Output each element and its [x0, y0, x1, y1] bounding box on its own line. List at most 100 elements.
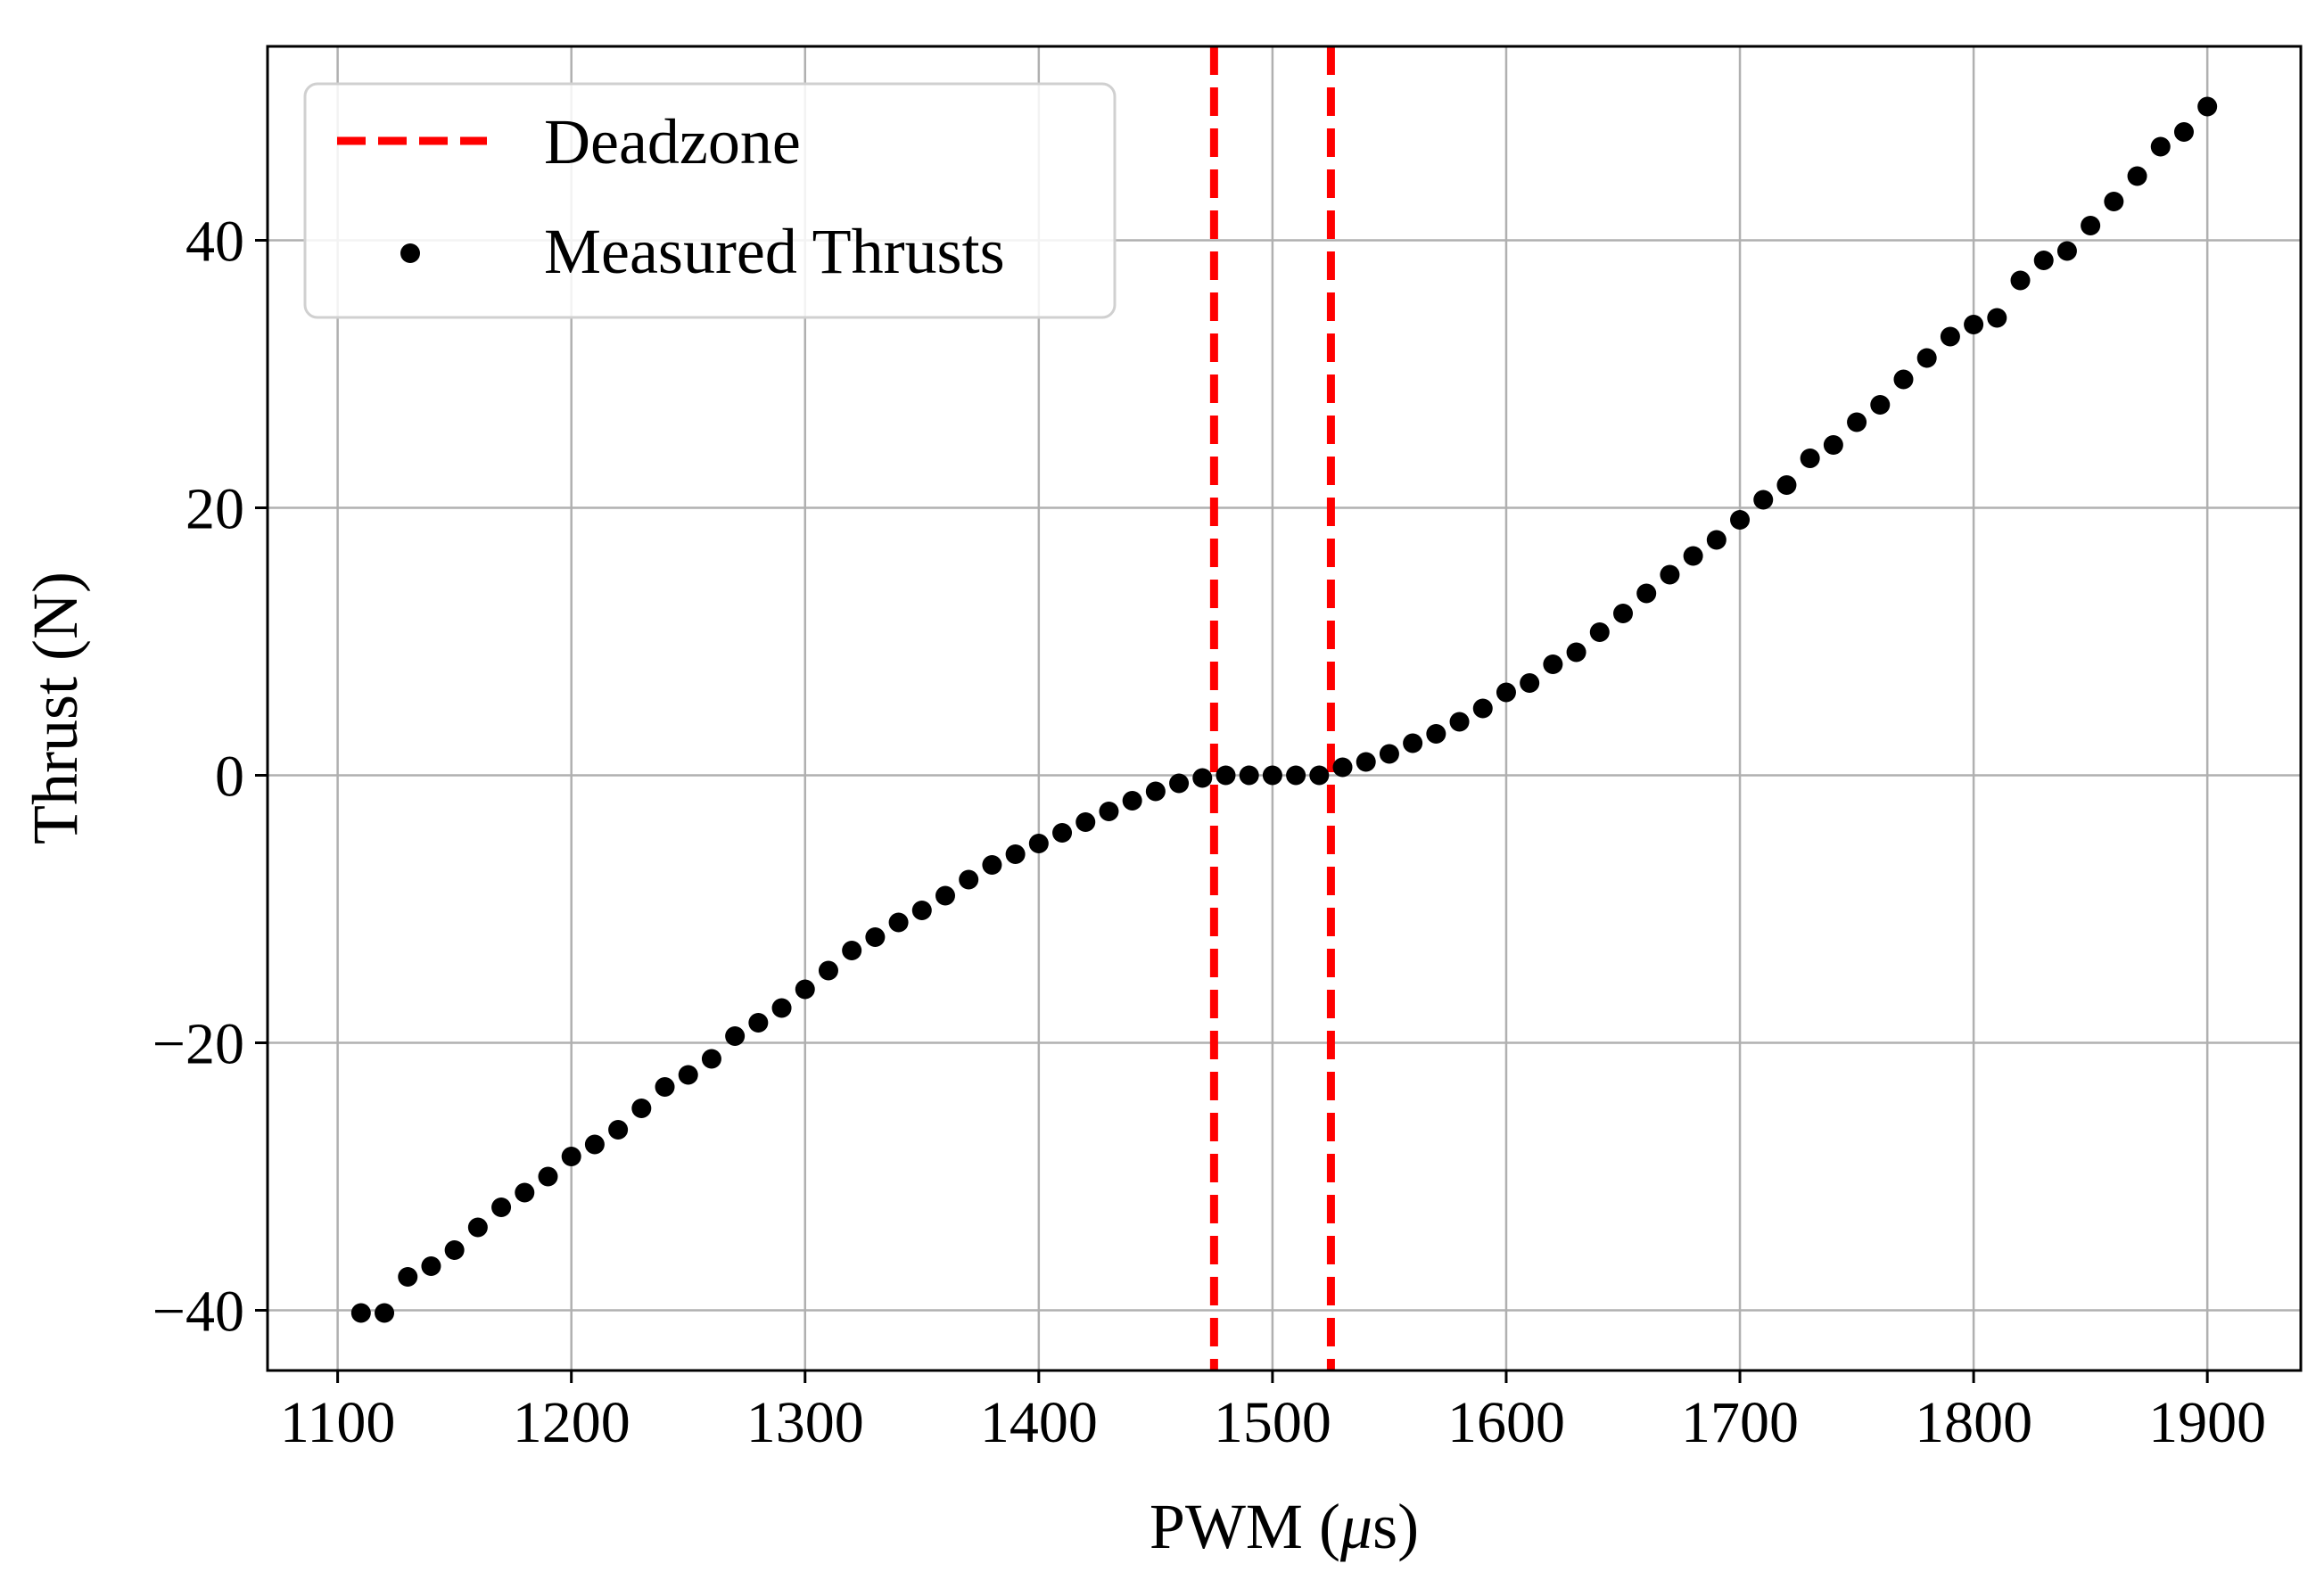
data-point [2173, 122, 2194, 142]
data-point [1800, 449, 1820, 468]
data-point [2150, 136, 2171, 157]
data-point [1309, 765, 1330, 786]
data-point [1356, 752, 1376, 772]
data-point [1449, 712, 1470, 732]
legend-measured-label: Measured Thrusts [544, 216, 1005, 287]
data-point [1332, 757, 1353, 778]
data-point [1496, 682, 1516, 703]
y-axis-ticks: −40 −20 0 20 40 [152, 210, 268, 1345]
y-tick-label: −40 [152, 1280, 244, 1345]
data-point [584, 1134, 605, 1155]
data-point [1099, 802, 1119, 821]
y-axis-label: Thrust (N) [20, 572, 91, 844]
data-point [1379, 744, 1399, 764]
data-point [911, 901, 932, 920]
data-point [1122, 791, 1142, 811]
y-tick-label: 0 [215, 745, 244, 810]
data-point [1286, 765, 1306, 786]
data-point [1472, 698, 1493, 719]
data-point [1589, 622, 1610, 642]
x-tick-label: 1800 [1915, 1390, 2032, 1455]
data-point [1916, 348, 1937, 368]
data-point [2010, 270, 2031, 291]
data-point [375, 1303, 395, 1323]
x-tick-label: 1700 [1681, 1390, 1799, 1455]
data-point [725, 1026, 746, 1046]
data-point [935, 885, 955, 906]
data-point [982, 855, 1002, 875]
data-point [1730, 510, 1751, 530]
x-axis-ticks: 1100 1200 1300 1400 1500 1600 1700 1800 1900 [280, 1370, 2266, 1455]
x-axis-label-prefix: PWM ( [1150, 1491, 1340, 1562]
data-point [795, 979, 815, 1000]
data-point [1052, 823, 1073, 843]
x-tick-label: 1500 [1214, 1390, 1331, 1455]
data-point [444, 1240, 465, 1260]
data-point [467, 1217, 488, 1238]
data-point [748, 1013, 769, 1033]
data-point [421, 1256, 441, 1276]
data-point [491, 1198, 512, 1217]
data-point [1426, 724, 1446, 744]
data-point [678, 1065, 698, 1085]
data-point [1028, 834, 1049, 853]
data-point [1566, 642, 1586, 663]
data-point [2197, 96, 2218, 117]
data-point [1239, 765, 1259, 786]
data-point [888, 912, 909, 933]
data-point [1683, 546, 1703, 566]
data-point [1613, 604, 1633, 623]
data-point [1075, 812, 1096, 832]
y-tick-label: 20 [185, 477, 244, 542]
data-point [515, 1182, 535, 1203]
data-point [1870, 395, 1891, 415]
data-point [865, 927, 886, 947]
x-tick-label: 1400 [980, 1390, 1098, 1455]
legend-deadzone-label: Deadzone [544, 106, 801, 177]
legend-box [303, 82, 1117, 319]
data-point [561, 1147, 581, 1166]
legend-measured-swatch [400, 243, 420, 263]
measured-thrust-points [350, 96, 2218, 1323]
data-point [1823, 435, 1843, 455]
axes-frame [266, 45, 2303, 1372]
data-point [631, 1099, 652, 1118]
data-point [1940, 326, 1960, 347]
x-axis-label-mu: μ [1339, 1491, 1372, 1562]
data-point [1847, 412, 1867, 432]
data-point [1753, 490, 1774, 510]
data-point [2033, 251, 2054, 270]
data-point [1636, 583, 1657, 604]
data-point [1216, 765, 1236, 786]
data-point [608, 1120, 629, 1140]
x-tick-label: 1100 [280, 1390, 396, 1455]
x-tick-label: 1600 [1447, 1390, 1565, 1455]
data-point [2081, 216, 2101, 235]
data-point [398, 1267, 418, 1287]
x-tick-label: 1200 [513, 1390, 630, 1455]
legend: Deadzone Measured Thrusts [303, 82, 1117, 319]
data-point [1262, 765, 1282, 786]
x-axis-label-suffix: s) [1372, 1491, 1419, 1562]
data-point [1964, 315, 1984, 334]
data-point [538, 1166, 558, 1187]
x-tick-label: 1300 [746, 1390, 864, 1455]
data-point [1776, 475, 1797, 495]
data-point [2127, 166, 2147, 186]
y-tick-label: 40 [185, 210, 244, 275]
data-point [959, 869, 979, 890]
data-point [1169, 773, 1190, 794]
data-point [2056, 241, 2077, 261]
y-tick-label: −20 [152, 1012, 244, 1077]
data-point [1520, 673, 1540, 693]
data-point [350, 1303, 371, 1323]
x-axis-label: PWM (μs) [1150, 1491, 1419, 1562]
data-point [818, 960, 838, 981]
data-point [701, 1049, 721, 1069]
data-point [1660, 564, 1680, 585]
data-point [771, 998, 792, 1018]
data-point [1192, 768, 1213, 788]
data-point [1893, 369, 1914, 390]
deadzone-lines [1209, 46, 1335, 1370]
